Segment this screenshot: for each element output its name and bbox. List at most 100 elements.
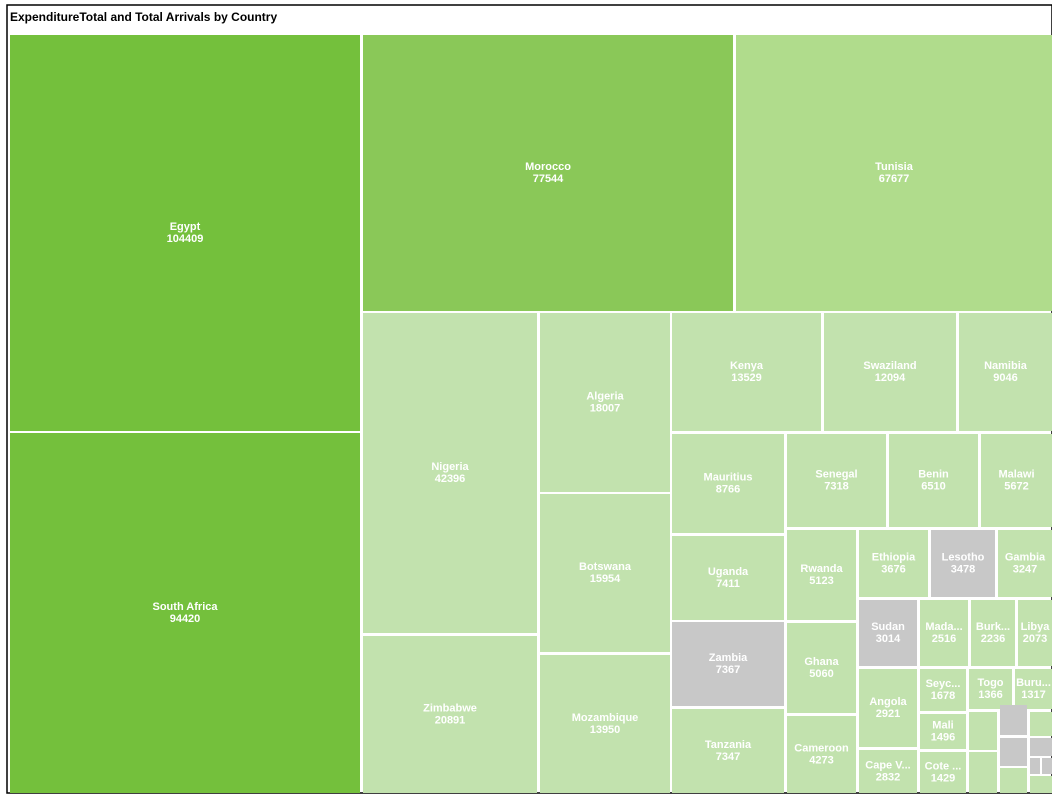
tile bbox=[1030, 738, 1052, 756]
tile-value: 13950 bbox=[590, 724, 621, 736]
tile-value: 6510 bbox=[921, 481, 945, 493]
tile bbox=[969, 752, 997, 793]
tile-value: 7367 bbox=[716, 664, 740, 676]
tile-value: 2832 bbox=[876, 772, 900, 784]
tile-label: Ethiopia bbox=[872, 552, 916, 564]
tile bbox=[540, 313, 670, 492]
tile-value: 2236 bbox=[981, 633, 1005, 645]
tile bbox=[672, 622, 784, 706]
tile-value: 7411 bbox=[716, 578, 740, 590]
tile-value: 12094 bbox=[875, 372, 906, 384]
tile-value: 2921 bbox=[876, 708, 900, 720]
tile-value: 104409 bbox=[167, 233, 204, 245]
tile bbox=[736, 35, 1052, 311]
tile-value: 5123 bbox=[809, 575, 833, 587]
tile bbox=[787, 716, 856, 793]
tile bbox=[959, 313, 1052, 431]
tile-label: Mada... bbox=[925, 621, 962, 633]
tile bbox=[824, 313, 956, 431]
tile bbox=[859, 750, 917, 793]
tile-label: Gambia bbox=[1005, 552, 1046, 564]
tile bbox=[787, 530, 856, 620]
tile bbox=[931, 530, 995, 597]
tile bbox=[672, 709, 784, 793]
tile-label: Uganda bbox=[708, 566, 749, 578]
tile-value: 20891 bbox=[435, 715, 466, 727]
tile bbox=[971, 600, 1015, 666]
tile-label: Swaziland bbox=[863, 360, 916, 372]
tile-label: Seyc... bbox=[926, 678, 961, 690]
tile bbox=[1042, 758, 1052, 774]
tile-label: Mozambique bbox=[572, 712, 639, 724]
tile bbox=[1000, 738, 1027, 766]
tile-value: 3014 bbox=[876, 633, 901, 645]
tile bbox=[787, 623, 856, 713]
tile-label: Mauritius bbox=[704, 472, 753, 484]
tile-label: Nigeria bbox=[431, 461, 469, 473]
tile-label: Malawi bbox=[998, 469, 1034, 481]
tile-label: Lesotho bbox=[942, 552, 985, 564]
tile-label: Zimbabwe bbox=[423, 703, 477, 715]
tile-value: 8766 bbox=[716, 484, 740, 496]
tile bbox=[969, 712, 997, 750]
tile bbox=[672, 313, 821, 431]
chart-title: ExpenditureTotal and Total Arrivals by C… bbox=[10, 10, 277, 24]
tile-value: 5060 bbox=[809, 668, 833, 680]
tile bbox=[540, 494, 670, 652]
tile bbox=[998, 530, 1052, 597]
tile bbox=[1030, 776, 1052, 793]
tile-label: Zambia bbox=[709, 652, 748, 664]
tile-value: 77544 bbox=[533, 173, 564, 185]
tile-value: 1429 bbox=[931, 773, 955, 785]
tile-label: Buru... bbox=[1016, 677, 1051, 689]
tile-value: 2073 bbox=[1023, 633, 1047, 645]
tile bbox=[10, 35, 360, 431]
tile bbox=[363, 35, 733, 311]
tile bbox=[1000, 705, 1027, 735]
tile bbox=[540, 655, 670, 793]
tile-label: Togo bbox=[977, 677, 1003, 689]
tile-value: 1496 bbox=[931, 732, 955, 744]
tile-value: 1678 bbox=[931, 690, 955, 702]
tile-label: Burk... bbox=[976, 621, 1010, 633]
tile-value: 2516 bbox=[932, 633, 956, 645]
tile-label: Cape V... bbox=[865, 760, 910, 772]
tile-value: 42396 bbox=[435, 473, 466, 485]
tile-label: Rwanda bbox=[800, 563, 843, 575]
tile bbox=[1018, 600, 1052, 666]
tile-label: Cameroon bbox=[794, 743, 849, 755]
tile-label: Senegal bbox=[815, 469, 857, 481]
tile bbox=[363, 636, 537, 793]
tile-label: Tanzania bbox=[705, 739, 752, 751]
tile-value: 7347 bbox=[716, 751, 740, 763]
tile bbox=[672, 434, 784, 533]
tile-value: 4273 bbox=[809, 755, 833, 767]
tile bbox=[920, 714, 966, 749]
tile-label: Tunisia bbox=[875, 161, 914, 173]
tile bbox=[363, 313, 537, 633]
tile-label: Namibia bbox=[984, 360, 1028, 372]
tile bbox=[920, 669, 966, 711]
tile-value: 5672 bbox=[1004, 481, 1028, 493]
tile-label: Libya bbox=[1021, 621, 1051, 633]
tile bbox=[969, 669, 1012, 709]
tile bbox=[920, 752, 966, 793]
tile-value: 3478 bbox=[951, 564, 975, 576]
tile bbox=[920, 600, 968, 666]
tile-value: 7318 bbox=[824, 481, 848, 493]
tile-value: 18007 bbox=[590, 403, 621, 415]
tile-label: South Africa bbox=[153, 601, 219, 613]
tile bbox=[1015, 669, 1052, 709]
tile-label: Egypt bbox=[170, 221, 201, 233]
tile-value: 3676 bbox=[881, 564, 905, 576]
tile-label: Algeria bbox=[586, 391, 624, 403]
tile-value: 94420 bbox=[170, 613, 201, 625]
tile bbox=[859, 600, 917, 666]
tile-label: Cote ... bbox=[925, 761, 962, 773]
tile-label: Botswana bbox=[579, 561, 632, 573]
tile bbox=[1030, 712, 1052, 736]
tile bbox=[787, 434, 886, 527]
tile-value: 9046 bbox=[993, 372, 1017, 384]
tile-value: 1366 bbox=[978, 689, 1002, 701]
